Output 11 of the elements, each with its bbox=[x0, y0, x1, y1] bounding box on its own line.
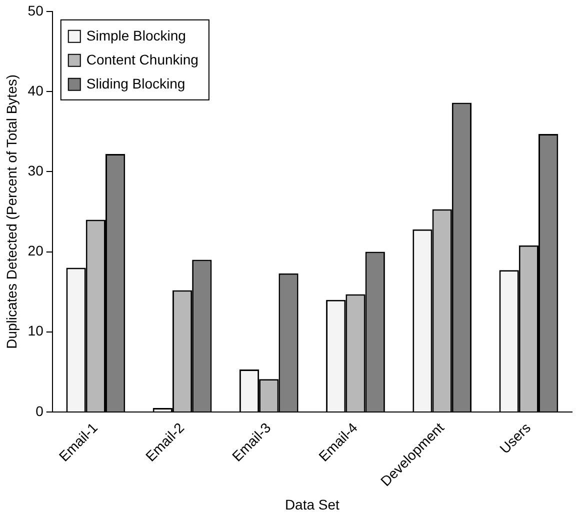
y-tick-label: 10 bbox=[28, 322, 44, 339]
y-axis-title: Duplicates Detected (Percent of Total Bytes) bbox=[3, 74, 20, 349]
y-tick-label: 40 bbox=[28, 82, 44, 98]
legend-label: Simple Blocking bbox=[86, 27, 186, 44]
legend-label: Content Chunking bbox=[86, 51, 198, 68]
y-tick-label: 50 bbox=[28, 2, 44, 18]
y-tick-label: 0 bbox=[36, 402, 44, 419]
y-tick-label: 30 bbox=[28, 162, 44, 178]
legend-label: Sliding Blocking bbox=[86, 75, 186, 92]
x-axis-title: Data Set bbox=[284, 496, 340, 512]
y-tick-label: 20 bbox=[28, 242, 44, 259]
